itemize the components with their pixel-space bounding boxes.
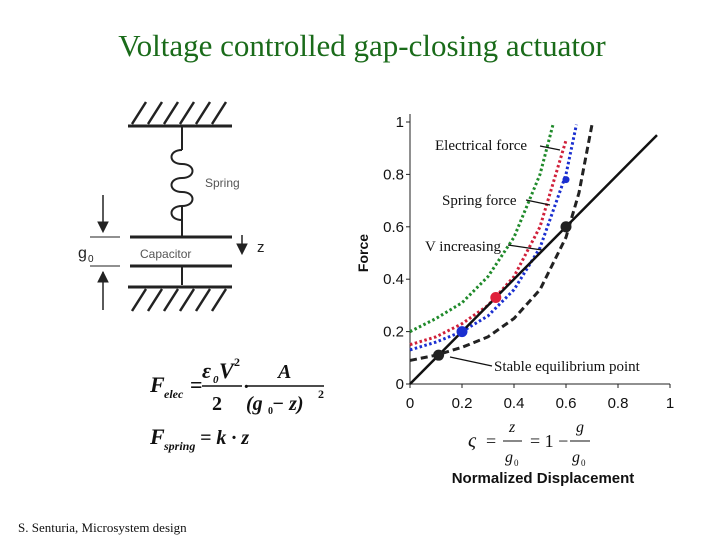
eq-text: elec xyxy=(164,387,184,401)
annotation-arrow xyxy=(525,199,551,206)
x-tick-label: 0 xyxy=(406,395,414,412)
y-tick-label: 0.4 xyxy=(383,271,404,288)
slide-title: Voltage controlled gap-closing actuator xyxy=(118,28,606,63)
capacitor-label: Capacitor xyxy=(140,247,191,261)
equilibrium-point xyxy=(560,221,572,233)
y-tick-label: 1 xyxy=(396,114,404,131)
spring-label: Spring xyxy=(205,176,240,190)
footer: S. Senturia, Microsystem design xyxy=(18,520,187,535)
eq-text: (g xyxy=(246,393,263,415)
eq-text: 0 xyxy=(213,374,219,386)
x-tick-label: 0.4 xyxy=(504,395,525,412)
eq-text: · xyxy=(243,376,250,398)
eq-text: F xyxy=(149,372,165,397)
eq-text: 0 xyxy=(581,458,586,468)
y-tick-label: 0.2 xyxy=(383,324,404,341)
annotation-arrow xyxy=(539,145,561,151)
x-tick-label: 1 xyxy=(666,395,674,412)
equilibrium-point xyxy=(562,176,570,184)
eq-text: = xyxy=(190,372,203,397)
x-tick-label: 0.6 xyxy=(556,395,577,412)
chart: 0 0.2 0.4 0.6 0.8 1 0 0.2 0.4 0.6 0.8 1 Force Normali… xyxy=(355,114,674,487)
equilibrium-point xyxy=(433,349,445,361)
gap-label: g xyxy=(78,245,87,262)
equation-spring: F spring = k · z xyxy=(149,424,249,453)
x-tick-label: 0.2 xyxy=(452,395,473,412)
x-tick-label: 0.8 xyxy=(608,395,629,412)
y-axis-label: Force xyxy=(355,234,371,272)
eq-text: ε xyxy=(202,358,211,383)
x-axis-label: Normalized Displacement xyxy=(452,470,635,487)
equation-ratio: ς = z g 0 = 1 − g g 0 xyxy=(468,419,586,468)
y-tick-label: 0 xyxy=(396,376,404,393)
eq-text: = k · z xyxy=(200,427,249,449)
mechanical-diagram xyxy=(90,101,248,312)
equation-elec: F elec = ε 0 V 2 2 · A (g 0 − z) 2 xyxy=(149,355,324,417)
annotation: Electrical force xyxy=(435,138,527,154)
force-curve xyxy=(409,124,594,362)
eq-text: V xyxy=(219,358,236,383)
eq-text: = xyxy=(486,431,496,451)
eq-text: g xyxy=(576,419,584,436)
annotation: Spring force xyxy=(442,193,517,209)
eq-text: A xyxy=(276,361,291,383)
equilibrium-point xyxy=(490,292,502,304)
eq-text: spring xyxy=(163,439,195,453)
eq-text: 0 xyxy=(514,458,519,468)
eq-text: 2 xyxy=(212,393,222,415)
eq-text: z xyxy=(508,419,516,436)
eq-text: ς xyxy=(468,430,477,452)
force-curve xyxy=(409,124,555,333)
eq-text: g xyxy=(505,449,513,466)
annotation: Stable equilibrium point xyxy=(494,359,641,375)
eq-text: g xyxy=(572,449,580,466)
eq-text: − z) xyxy=(272,393,304,415)
force-curve xyxy=(409,134,658,385)
equilibrium-point xyxy=(456,326,468,338)
annotation: V increasing xyxy=(425,239,501,255)
gap-subscript: 0 xyxy=(88,254,94,265)
y-tick-label: 0.6 xyxy=(383,219,404,236)
y-tick-label: 0.8 xyxy=(383,166,404,183)
force-curve xyxy=(409,139,568,347)
annotation-arrow xyxy=(449,356,493,367)
z-label: z xyxy=(257,239,265,256)
annotation-arrow xyxy=(507,244,543,251)
eq-text: F xyxy=(149,424,165,449)
eq-text: 2 xyxy=(234,355,240,369)
force-curve xyxy=(409,124,578,352)
eq-text: 0 xyxy=(268,406,273,417)
eq-text: 2 xyxy=(318,387,324,401)
eq-text: = 1 − xyxy=(530,431,568,451)
